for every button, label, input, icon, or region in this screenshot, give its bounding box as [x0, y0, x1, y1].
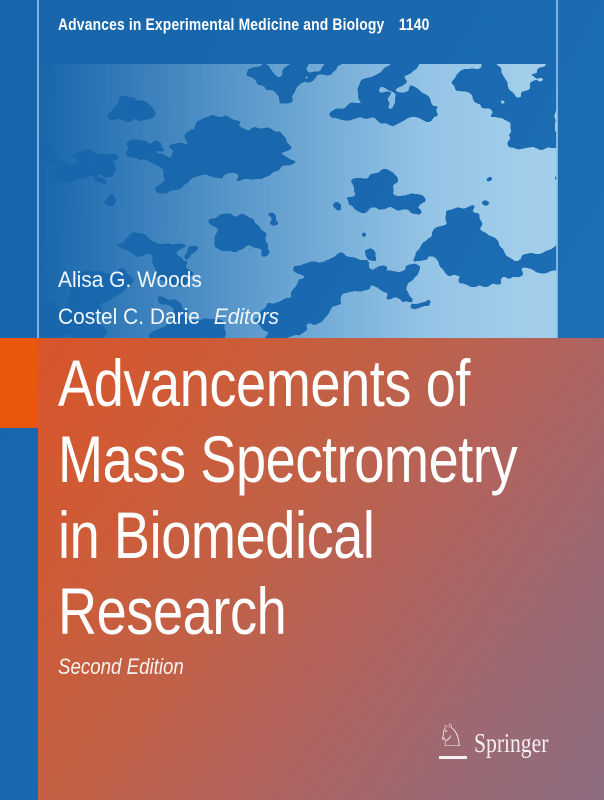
editors-label: Editors: [213, 304, 279, 329]
book-title-line-3: in Biomedical: [58, 498, 375, 572]
book-title-line-2: Mass Spectrometry: [58, 422, 518, 496]
book-title-line-4: Research: [58, 574, 287, 648]
spine-fold-line-left: [37, 0, 39, 338]
publisher-name: Springer: [474, 728, 549, 758]
background-texture: [39, 64, 557, 338]
author-1-name: Alisa G. Woods: [58, 267, 202, 292]
series-volume: 1140: [398, 16, 430, 34]
title-panel: Advancements of Mass Spectrometry in Bio…: [38, 338, 604, 800]
spine-accent-square: [0, 338, 38, 428]
series-title: Advances in Experimental Medicine and Bi…: [58, 16, 385, 34]
authors-block: Alisa G. Woods Costel C. Darie Editors: [58, 261, 296, 335]
author-2-name: Costel C. Darie: [58, 304, 200, 329]
cover-fold-line-right: [556, 0, 558, 338]
author-2: Costel C. Darie Editors: [58, 298, 279, 335]
series-title-row: Advances in Experimental Medicine and Bi…: [58, 14, 429, 36]
author-1: Alisa G. Woods: [58, 261, 279, 298]
edition-label: Second Edition: [58, 654, 184, 679]
book-title-line-1: Advancements of: [58, 346, 471, 420]
springer-knight-underline: [439, 756, 467, 759]
springer-knight-icon: ♘: [437, 718, 465, 754]
book-title: Advancements of Mass Spectrometry in Bio…: [58, 345, 604, 649]
